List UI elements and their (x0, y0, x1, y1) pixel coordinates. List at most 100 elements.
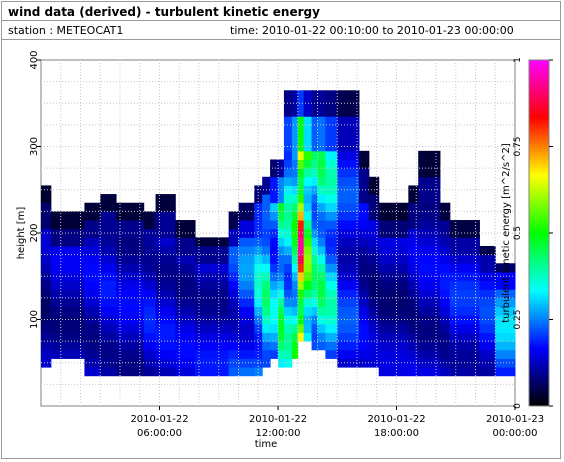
heatmap-cell (50, 341, 85, 351)
heatmap-cell (358, 297, 370, 308)
heatmap-cell (297, 176, 305, 186)
heatmap-cell (291, 341, 299, 351)
heatmap-cell (238, 254, 255, 264)
heatmap-cell (449, 237, 480, 247)
heatmap-cell (254, 254, 263, 264)
heatmap-cell (325, 332, 338, 342)
heatmap-cell (291, 228, 299, 238)
heatmap-cell (50, 228, 85, 238)
heatmap-cell (418, 168, 441, 178)
heatmap-cell (368, 176, 380, 186)
heatmap-cell (311, 116, 318, 126)
heatmap-cell (303, 315, 313, 325)
heatmap-cell (311, 176, 318, 186)
heatmap-cell (41, 263, 52, 273)
heatmap-cell (337, 220, 360, 230)
heatmap-cell (358, 185, 370, 195)
heatmap-cell (116, 367, 145, 377)
heatmap-cell (195, 323, 230, 333)
heatmap-cell (325, 142, 338, 152)
heatmap-cell (291, 107, 299, 117)
heatmap-cell (278, 306, 285, 316)
heatmap-cell (317, 280, 326, 290)
heatmap-cell (495, 341, 516, 351)
heatmap-cell (297, 150, 305, 160)
heatmap-cell (317, 271, 326, 282)
heatmap-cell (155, 194, 176, 204)
heatmap-cell (254, 315, 263, 325)
heatmap-cell (449, 341, 480, 351)
heatmap-cell (116, 306, 145, 316)
heatmap-cell (311, 194, 318, 204)
heatmap-cell (439, 280, 451, 290)
heatmap-cell (116, 245, 145, 256)
heatmap-cell (439, 245, 451, 256)
heatmap-cell (50, 237, 85, 247)
heatmap-cell (337, 263, 360, 273)
heatmap-cell (449, 323, 480, 333)
heatmap-cell (303, 228, 313, 238)
heatmap-cell (278, 332, 285, 342)
heatmap-cell (143, 341, 157, 351)
heatmap-cell (155, 220, 176, 230)
x-axis-label: time (255, 439, 278, 450)
heatmap-cell (317, 341, 326, 351)
heatmap-cell (262, 237, 271, 247)
heatmap-cell (368, 349, 380, 359)
heatmap-cell (368, 263, 380, 273)
heatmap-cell (337, 306, 360, 316)
heatmap-cell (116, 358, 145, 368)
heatmap-cell (175, 332, 196, 342)
heatmap-cell (297, 263, 305, 273)
heatmap-cell (337, 116, 360, 126)
heatmap-cell (143, 254, 157, 264)
heatmap-cell (116, 280, 145, 290)
heatmap-cell (278, 341, 285, 351)
x-tick-label-time: 18:00:00 (374, 428, 419, 439)
heatmap-cell (303, 98, 313, 109)
heatmap-cell (337, 323, 360, 333)
grid-lines (41, 60, 515, 406)
heatmap-cell (311, 289, 318, 299)
x-axis-ticks: 2010-01-22 06:00:00 2010-01-22 12:00:00 2010… (130, 406, 544, 439)
heatmap-cell (84, 254, 101, 264)
heatmap-cell (84, 263, 101, 273)
heatmap-cell (439, 358, 451, 368)
heatmap-cell (311, 211, 318, 221)
heatmap-cell (41, 349, 52, 359)
heatmap-cell (283, 297, 293, 308)
heatmap-cell (297, 280, 305, 290)
heatmap-cell (155, 263, 176, 273)
heatmap-cell (238, 341, 255, 351)
heatmap-cell (495, 358, 516, 368)
heatmap-cell (449, 254, 480, 264)
heatmap-cell (254, 332, 263, 342)
heatmap-cell (303, 297, 313, 308)
heatmap-cell (439, 297, 451, 308)
heatmap-cell (368, 332, 380, 342)
heatmap-cell (116, 254, 145, 264)
heatmap-cell (278, 159, 285, 169)
heatmap-cell (84, 323, 101, 333)
heatmap-cell (368, 306, 380, 316)
heatmap-cell (254, 220, 263, 230)
heatmap-cell (291, 297, 299, 308)
heatmap-cell (358, 315, 370, 325)
heatmap-cell (311, 133, 318, 143)
heatmap-cell (378, 271, 409, 282)
heatmap-cell (325, 220, 338, 230)
heatmap-cell (297, 237, 305, 247)
heatmap-cell (228, 263, 240, 273)
heatmap-cell (408, 263, 419, 273)
heatmap-cell (325, 133, 338, 143)
heatmap-cell (297, 271, 305, 282)
heatmap-cell (116, 228, 145, 238)
heatmap-cell (325, 124, 338, 135)
heatmap-cell (116, 289, 145, 299)
heatmap-cell (325, 194, 338, 204)
heatmap-cell (50, 245, 85, 256)
heatmap-cell (378, 315, 409, 325)
x-tick-label-date: 2010-01-23 (486, 414, 544, 425)
heatmap-cell (439, 367, 451, 377)
heatmap-cell (297, 107, 305, 117)
